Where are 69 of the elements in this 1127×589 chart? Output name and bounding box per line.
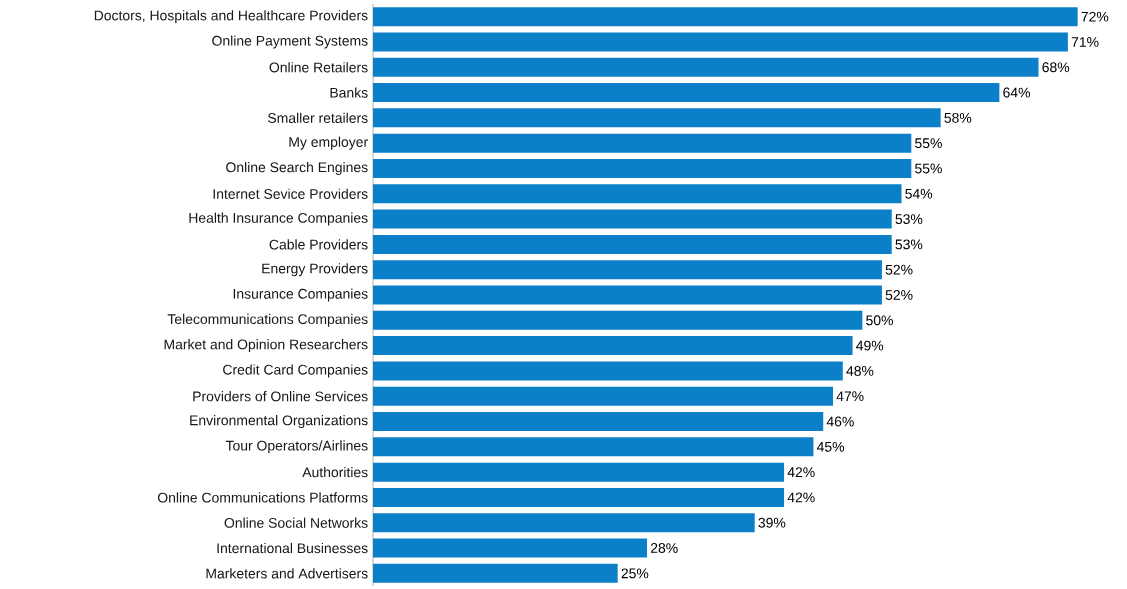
data-label: 72% (1081, 11, 1109, 22)
bar (373, 412, 824, 432)
bar (373, 336, 853, 356)
y-tick-label: Tour Operators/Airlines (225, 440, 368, 454)
bar (373, 7, 1078, 27)
data-label: 39% (758, 517, 786, 528)
y-tick-label: Telecommunications Companies (167, 313, 368, 327)
y-tick-label: Marketers and Advertisers (206, 568, 368, 579)
y-tick-label: Cable Providers (269, 239, 368, 250)
data-label: 45% (816, 441, 845, 452)
bar (373, 538, 648, 558)
data-label: 53% (895, 214, 923, 225)
y-tick-label: Online Social Networks (224, 517, 368, 528)
data-label: 52% (885, 290, 913, 300)
y-tick-label: Health Insurance Companies (189, 212, 368, 226)
bar (373, 32, 1068, 52)
y-tick-label: Environmental Organizations (190, 415, 368, 429)
y-tick-label: Online Search Engines (226, 161, 368, 175)
y-tick-label: Online Payment Systems (212, 35, 368, 49)
data-label: 55% (915, 138, 942, 149)
bar (373, 462, 785, 482)
y-tick-label: Banks (330, 87, 368, 98)
bar (373, 310, 863, 330)
y-tick-label: Insurance Companies (233, 288, 368, 302)
data-label: 55% (915, 163, 942, 174)
y-tick-label: Online Retailers (269, 62, 368, 73)
bar (373, 184, 902, 204)
y-tick-label: Authorities (302, 467, 368, 478)
y-tick-label: Smaller retailers (268, 112, 368, 123)
bar (373, 108, 941, 128)
data-label: 71% (1071, 37, 1099, 47)
data-label: 50% (866, 315, 893, 326)
data-label: 49% (856, 340, 884, 351)
y-tick-label: Providers of Online Services (193, 391, 368, 402)
y-tick-label: My employer (289, 136, 368, 150)
bar (373, 487, 785, 507)
bar (373, 158, 912, 178)
bar (373, 386, 833, 406)
data-label: 25% (621, 568, 649, 579)
bar (373, 260, 882, 280)
bar (373, 133, 912, 153)
bar (373, 285, 882, 305)
bar (373, 234, 892, 254)
bar (373, 513, 755, 533)
data-label: 42% (787, 492, 815, 503)
bar (373, 361, 843, 381)
data-label: 48% (846, 365, 874, 376)
y-tick-label: International Businesses (217, 542, 368, 554)
data-label: 54% (905, 188, 933, 199)
y-tick-label: Doctors, Hospitals and Healthcare Providers (94, 10, 368, 24)
y-tick-label: Internet Sevice Providers (213, 188, 368, 199)
bar (373, 563, 618, 583)
data-label: 28% (650, 543, 678, 553)
bar (373, 83, 1000, 103)
y-tick-label: Online Communications Platforms (157, 492, 368, 503)
bar (373, 209, 892, 229)
data-label: 68% (1042, 62, 1070, 73)
bar (373, 57, 1039, 77)
data-label: 42% (787, 467, 815, 478)
data-label: 64% (1003, 87, 1030, 98)
data-label: 58% (944, 112, 972, 123)
data-label: 46% (826, 416, 854, 427)
data-label: 52% (885, 264, 913, 275)
data-label: 53% (895, 239, 923, 250)
y-tick-label: Energy Providers (262, 263, 368, 277)
y-tick-label: Market and Opinion Researchers (164, 339, 368, 353)
bar (373, 437, 814, 457)
y-tick-label: Credit Card Companies (223, 364, 368, 378)
data-label: 47% (836, 391, 864, 402)
